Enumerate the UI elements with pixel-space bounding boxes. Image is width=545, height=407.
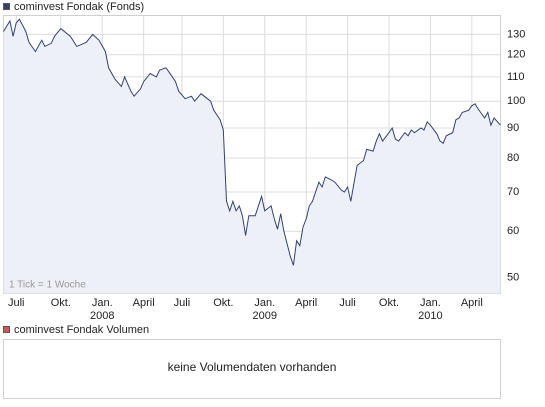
y-tick-label: 60 bbox=[507, 225, 519, 237]
volume-legend-label: cominvest Fondak Volumen bbox=[14, 324, 149, 336]
x-tick-year: 2008 bbox=[90, 310, 114, 322]
y-tick-label: 100 bbox=[507, 95, 525, 107]
y-tick-label: 90 bbox=[507, 122, 519, 134]
x-tick-label: Juli bbox=[339, 297, 356, 309]
legend-label: cominvest Fondak (Fonds) bbox=[14, 1, 144, 13]
x-tick-label: Okt. bbox=[379, 297, 399, 309]
area-fill bbox=[3, 19, 501, 294]
x-tick-year: 2009 bbox=[253, 310, 277, 322]
x-tick-label: April bbox=[295, 297, 317, 309]
x-tick-label: Juli bbox=[174, 297, 191, 309]
volume-message: keine Volumendaten vorhanden bbox=[168, 360, 337, 374]
x-tick-label: Jan. bbox=[254, 297, 275, 309]
x-tick-label: Okt. bbox=[213, 297, 233, 309]
y-tick-label: 80 bbox=[507, 152, 519, 164]
x-tick-label: Jan. bbox=[420, 297, 441, 309]
legend-swatch bbox=[3, 326, 10, 333]
legend-swatch bbox=[3, 3, 10, 10]
y-tick-label: 120 bbox=[507, 49, 525, 61]
x-tick-label: Jan. bbox=[92, 297, 113, 309]
price-line bbox=[3, 18, 501, 266]
y-tick-label: 110 bbox=[507, 71, 525, 83]
volume-frame bbox=[3, 339, 501, 399]
x-tick-label: April bbox=[133, 297, 155, 309]
plot bbox=[3, 15, 501, 294]
x-tick-label: Okt. bbox=[51, 297, 71, 309]
y-tick-label: 130 bbox=[507, 28, 525, 40]
y-tick-label: 50 bbox=[507, 272, 519, 284]
x-tick-label: Juli bbox=[8, 297, 25, 309]
annotation: 1 Tick = 1 Woche bbox=[9, 280, 86, 291]
x-tick-year: 2010 bbox=[418, 310, 442, 322]
x-tick-label: April bbox=[461, 297, 483, 309]
y-tick-label: 70 bbox=[507, 186, 519, 198]
